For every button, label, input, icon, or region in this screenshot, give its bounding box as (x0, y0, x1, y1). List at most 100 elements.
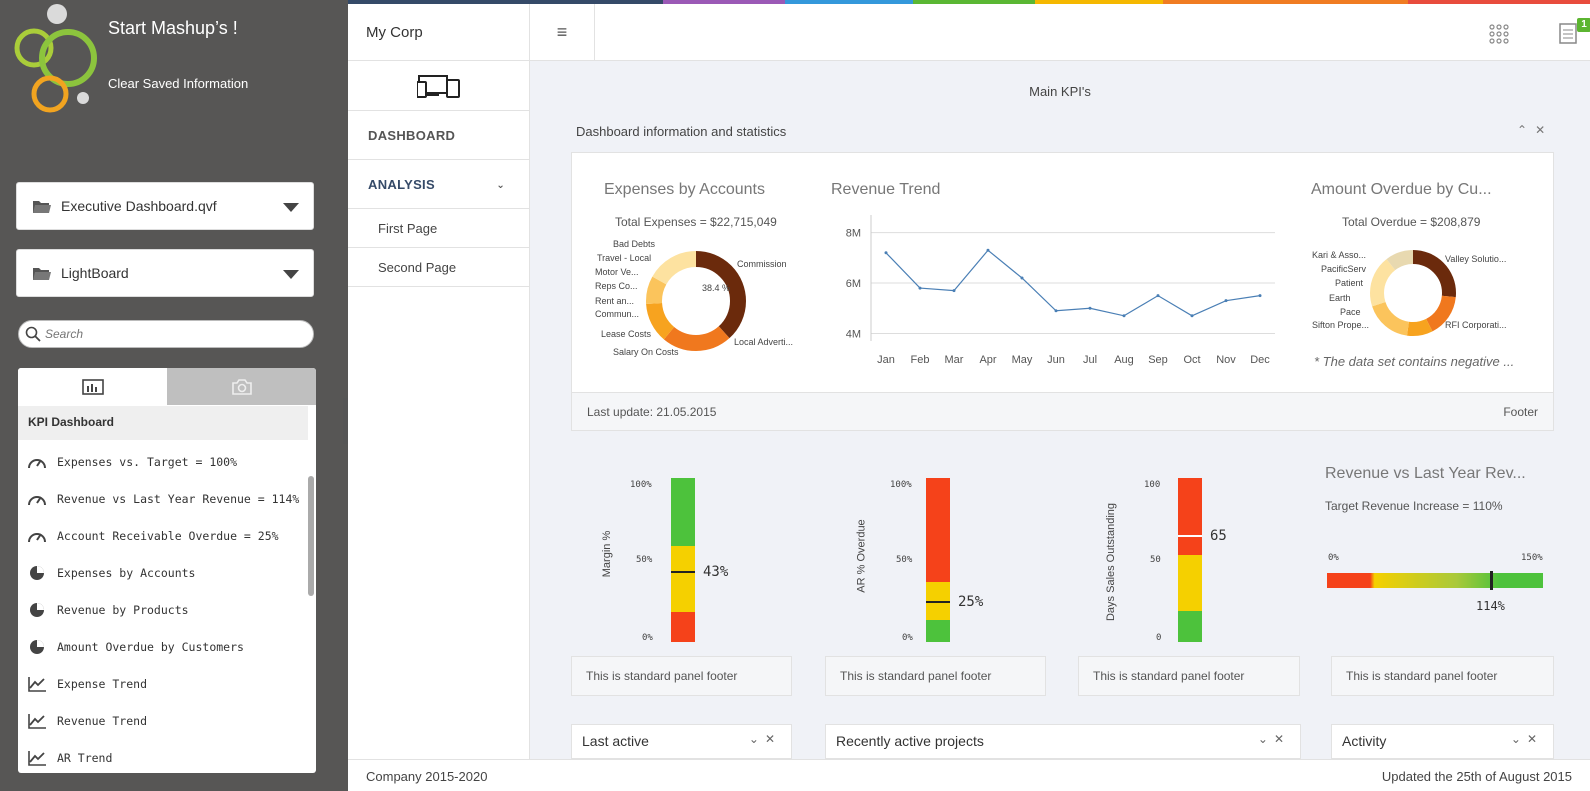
donut-label: Motor Ve... (595, 267, 639, 277)
gauge-tick: 50% (896, 555, 913, 565)
gauge-value: 114% (1476, 599, 1505, 613)
close-icon[interactable]: ✕ (764, 732, 781, 746)
donut-label: Reps Co... (595, 281, 638, 291)
donut-label: Kari & Asso... (1312, 250, 1367, 260)
color-bar-segment (913, 0, 1035, 4)
data-point (1054, 309, 1058, 313)
folder-icon (33, 201, 51, 213)
close-icon[interactable]: ✕ (1273, 732, 1290, 746)
panel-footer: This is standard panel footer (825, 656, 1046, 696)
x-tick-label: Jul (1083, 354, 1097, 366)
app-select[interactable]: Executive Dashboard.qvf (16, 182, 314, 230)
logo-icon (14, 4, 97, 113)
x-tick-label: Apr (979, 354, 996, 366)
x-tick-label: Sep (1148, 354, 1168, 366)
notification-badge: 1 (1577, 18, 1590, 32)
donut-label: Sifton Prope... (1312, 320, 1370, 330)
data-point (1190, 314, 1194, 318)
chevron-down-icon[interactable]: ⌄ (1510, 732, 1527, 746)
footer-label: Footer (1503, 405, 1538, 419)
camera-icon (231, 378, 252, 395)
gauge-title: Days Sales Outstanding (1105, 502, 1118, 622)
brand-title: Start Mashup’s ! (108, 18, 238, 38)
gauge-title: Revenue vs Last Year Rev... (1325, 465, 1526, 482)
search-icon (25, 326, 41, 342)
list-item[interactable]: Revenue vs Last Year Revenue = 114% (18, 480, 308, 517)
list-item[interactable]: Expenses vs. Target = 100% (18, 443, 308, 480)
expenses-total: Total Expenses = $22,715,049 (615, 215, 777, 229)
list-item-label: Revenue by Products (57, 602, 189, 617)
collapse-icon[interactable]: ⌃ (1517, 123, 1536, 137)
data-point (952, 289, 956, 293)
overdue-note: * The data set contains negative ... (1314, 354, 1515, 369)
line-chart-icon (28, 713, 46, 729)
gauge-marker (926, 601, 950, 603)
chevron-down-icon[interactable]: ⌄ (1257, 732, 1274, 746)
tab-charts[interactable] (18, 368, 167, 405)
margin-gauge: 100% 50% 0% Margin % 43% (600, 478, 740, 643)
scrollbar[interactable] (308, 476, 314, 596)
page-footer: Company 2015-2020 Updated the 25th of Au… (348, 759, 1590, 791)
clear-saved-information-link[interactable]: Clear Saved Information (108, 76, 249, 91)
overdue-total: Total Overdue = $208,879 (1342, 215, 1481, 229)
hamburger-menu-icon[interactable]: ≡ (530, 4, 595, 61)
list-item-label: AR Trend (57, 750, 113, 765)
activity-panel: Activity ⌄✕ (1331, 724, 1554, 759)
apps-grid-icon[interactable] (1489, 24, 1509, 44)
gauge-title: Margin % (601, 530, 614, 578)
list-item[interactable]: AR Trend (18, 739, 308, 773)
pie-chart-icon (30, 639, 44, 654)
color-bar-segment (1408, 0, 1590, 4)
nav-analysis-label: ANALYSIS (368, 176, 435, 192)
panel-footer: This is standard panel footer (1331, 656, 1554, 696)
list-item[interactable]: Account Receivable Overdue = 25% (18, 517, 308, 554)
list-item-label: Amount Overdue by Customers (57, 639, 244, 654)
list-item-label: Expenses vs. Target = 100% (57, 454, 238, 469)
donut-label: Bad Debts (613, 239, 656, 249)
gauge-marker (1178, 535, 1202, 537)
objects-panel: KPI Dashboard Expenses vs. Target = 100%… (18, 368, 316, 773)
donut-label: RFI Corporati... (1445, 320, 1507, 330)
list-item[interactable]: Expenses by Accounts (18, 554, 308, 591)
gauge-tick: 0% (642, 633, 653, 643)
donut-label: Local Adverti... (734, 337, 794, 347)
app-select-value: Executive Dashboard.qvf (61, 198, 217, 214)
overdue-donut (1370, 250, 1456, 336)
list-item[interactable]: Expense Trend (18, 665, 308, 702)
list-item-label: Revenue vs Last Year Revenue = 114% (57, 491, 300, 506)
gauge-band-red (926, 478, 950, 582)
tab-snapshots[interactable] (167, 368, 316, 405)
page-title: Main KPI's (1029, 84, 1091, 99)
footer-left: Company 2015-2020 (366, 769, 488, 784)
close-icon[interactable]: ✕ (1526, 732, 1543, 746)
data-point (1156, 294, 1160, 298)
revenue-trend-chart: 8M 6M 4M Jan Feb Mar Apr May Jun Jul Aug Sep Oct Nov D… (846, 215, 1275, 366)
donut-label: PacificServ (1321, 264, 1367, 274)
last-active-panel: Last active ⌄✕ (571, 724, 792, 759)
gauge-marker (1490, 571, 1493, 590)
list-item[interactable]: Revenue by Products (18, 591, 308, 628)
close-icon[interactable]: ✕ (1535, 123, 1554, 137)
folder-icon (33, 268, 51, 280)
pie-chart-icon (30, 565, 44, 580)
notifications-icon[interactable] (1559, 20, 1579, 44)
nav-dashboard[interactable]: DASHBOARD (348, 111, 529, 160)
nav-analysis[interactable]: ANALYSIS ⌄ (348, 160, 529, 209)
color-bar-segment (663, 0, 785, 4)
sheet-select[interactable]: LightBoard (16, 249, 314, 297)
line-chart-icon (28, 750, 46, 766)
donut-label: Salary On Costs (613, 347, 679, 357)
chevron-down-icon[interactable]: ⌄ (748, 732, 765, 746)
gauge-band-green (1178, 611, 1202, 642)
nav-first-page[interactable]: First Page (348, 209, 529, 248)
donut-label: Commun... (595, 309, 640, 319)
search-box (18, 320, 314, 348)
search-input[interactable] (45, 327, 285, 341)
color-bar-segment (1163, 0, 1408, 4)
list-item[interactable]: Amount Overdue by Customers (18, 628, 308, 665)
left-panel: Start Mashup’s ! Clear Saved Information… (0, 0, 348, 791)
gauge-tick: 100% (890, 480, 912, 490)
nav-second-page[interactable]: Second Page (348, 248, 529, 287)
list-item[interactable]: Revenue Trend (18, 702, 308, 739)
gauge-value: 43% (703, 564, 729, 580)
